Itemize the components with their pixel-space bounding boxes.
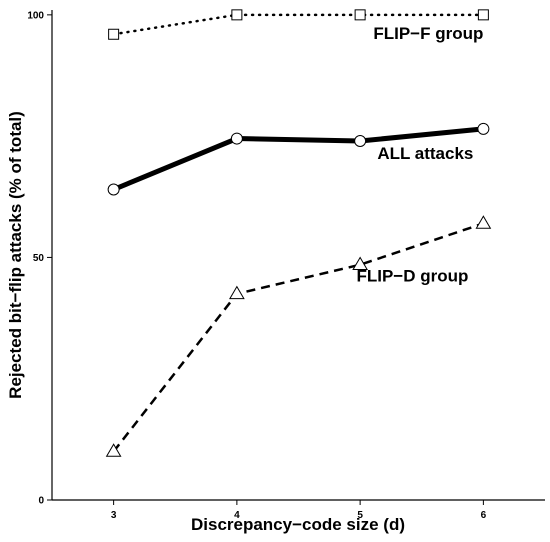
- y-axis-title: Rejected bit−flip attacks (% of total): [6, 111, 25, 399]
- data-point: [477, 122, 490, 135]
- series-label: FLIP−D group: [356, 266, 468, 285]
- data-point: [107, 183, 120, 196]
- series-label: ALL attacks: [377, 144, 473, 163]
- y-tick-label: 100: [27, 10, 44, 21]
- data-point: [475, 215, 492, 229]
- series-group: FLIP−F group ALL attacks FLIP−D group: [105, 9, 492, 457]
- series-label: FLIP−F group: [373, 24, 483, 43]
- data-point: [477, 9, 489, 21]
- x-tick-label: 3: [111, 510, 117, 521]
- data-point: [352, 256, 368, 271]
- data-point: [231, 9, 243, 21]
- x-tick-label: 6: [481, 510, 487, 521]
- x-axis-title: Discrepancy−code size (d): [191, 515, 405, 534]
- x-tick-label: 4: [234, 510, 240, 521]
- data-point: [354, 9, 366, 21]
- data-point: [354, 134, 367, 147]
- series-line: [112, 126, 484, 192]
- series-line: [112, 222, 484, 453]
- data-point: [108, 28, 120, 40]
- data-point: [229, 285, 245, 300]
- x-tick-label: 5: [357, 510, 363, 521]
- data-point: [105, 443, 122, 457]
- data-point: [230, 132, 243, 145]
- series-line: [112, 13, 485, 36]
- y-tick-label: 0: [38, 496, 44, 507]
- y-tick-label: 50: [33, 253, 45, 264]
- axis-ticks: 3 4 5 6 0 50 100: [27, 10, 486, 521]
